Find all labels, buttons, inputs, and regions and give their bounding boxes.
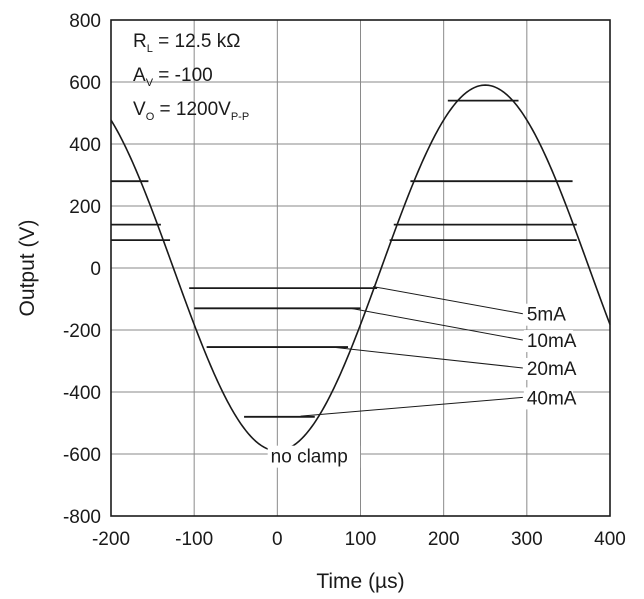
y-tick-label: 800 [69,11,101,32]
y-tick-label: -800 [63,507,101,528]
y-tick-label: -400 [63,383,101,404]
x-tick-label: 300 [511,529,543,550]
plot-frame [110,19,611,517]
leader-line-20ma [331,346,523,369]
annotation-20ma-backdrop [523,357,574,380]
series-annotations: 5mA 10mA 20mA 40mA no clamp [267,303,577,468]
y-tick-labels: 800 600 400 200 0 -200 -400 -600 -800 [63,11,101,528]
annotation-5ma: 5mA [527,305,566,326]
annotation-20ma: 20mA [527,359,577,380]
data-curves [110,84,611,452]
condition-symbol: A [133,65,146,86]
no-clamp-curve [110,84,611,452]
y-tick-label: -600 [63,445,101,466]
x-tick-labels: -200 -100 0 100 200 300 400 [92,529,626,550]
condition-subscript: P-P [231,111,249,123]
annotation-10ma-backdrop [523,330,574,353]
condition-subscript: V [146,77,154,89]
condition-line: RL = 12.5 kΩ [133,31,240,55]
condition-subscript: O [146,111,155,123]
y-tick-label: 200 [69,197,101,218]
x-tick-label: -200 [92,529,130,550]
annotation-10ma: 10mA [527,331,577,352]
annotation-no-clamp: no clamp [271,447,348,468]
condition-value: = -100 [153,65,213,86]
grid-lines [110,19,611,517]
x-tick-label: 0 [272,529,283,550]
annotation-5ma-backdrop [523,303,563,326]
condition-symbol: R [133,31,147,52]
condition-value: = 12.5 kΩ [153,31,241,52]
condition-symbol: V [133,99,146,120]
condition-line: AV = -100 [133,65,213,89]
condition-subscript: L [147,43,153,55]
leader-line-10ma [350,307,523,341]
y-tick-label: -200 [63,321,101,342]
x-axis-label: Time (µs) [316,570,404,593]
annotation-no-clamp-backdrop [267,445,361,468]
y-axis-label: Output (V) [16,220,39,317]
condition-value: = 1200V [154,99,231,120]
leader-line-5ma [372,286,523,315]
y-tick-label: 400 [69,135,101,156]
annotation-40ma: 40mA [527,388,577,409]
x-tick-label: -100 [175,529,213,550]
x-tick-label: 200 [428,529,460,550]
y-tick-label: 0 [90,259,101,280]
annotation-40ma-backdrop [523,387,574,410]
annotation-leader-lines [273,286,523,457]
x-tick-label: 400 [594,529,626,550]
x-tick-label: 100 [345,529,377,550]
leader-line-40ma [300,396,523,417]
y-tick-label: 600 [69,73,101,94]
condition-line: VO = 1200VP-P [133,99,249,123]
